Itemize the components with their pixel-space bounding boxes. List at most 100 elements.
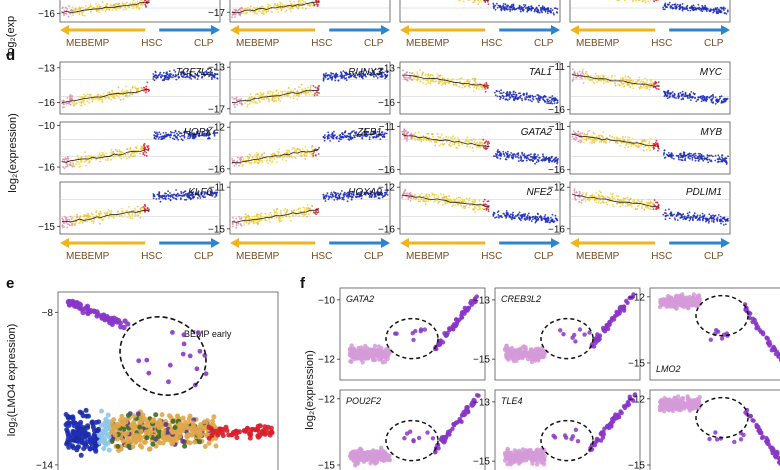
- point: [498, 6, 501, 8]
- point: [134, 209, 137, 211]
- point: [233, 106, 236, 109]
- point: [118, 97, 121, 99]
- point: [89, 215, 91, 218]
- point: [71, 216, 74, 219]
- point: [68, 219, 71, 221]
- point: [133, 149, 135, 152]
- point: [485, 207, 488, 210]
- point: [429, 80, 432, 82]
- point: [410, 138, 413, 140]
- point: [647, 0, 649, 3]
- point: [267, 92, 269, 95]
- point: [534, 95, 536, 98]
- point: [304, 1, 307, 3]
- point: [687, 9, 689, 12]
- point: [312, 154, 315, 157]
- point: [280, 219, 283, 222]
- point: [427, 139, 430, 141]
- point: [110, 98, 112, 101]
- point: [412, 136, 414, 139]
- point: [300, 152, 303, 155]
- point: [197, 75, 200, 78]
- point: [264, 212, 267, 215]
- point: [66, 97, 69, 99]
- point: [322, 73, 325, 76]
- point: [420, 140, 423, 143]
- point: [78, 101, 81, 103]
- point: [130, 93, 132, 95]
- point: [288, 156, 291, 158]
- point: [108, 97, 111, 100]
- point: [126, 216, 129, 219]
- point: [265, 160, 268, 163]
- gene-label: TCF7L2: [176, 67, 213, 78]
- point: [285, 211, 288, 213]
- point: [176, 195, 178, 198]
- point: [137, 214, 140, 217]
- point: [549, 102, 552, 105]
- point: [304, 87, 307, 90]
- point: [239, 7, 241, 10]
- point: [139, 149, 142, 151]
- point: [433, 194, 436, 197]
- point: [294, 157, 297, 159]
- point: [117, 86, 120, 89]
- axis-label-hsc: HSC: [651, 38, 672, 49]
- point: [536, 10, 539, 13]
- point: [239, 14, 242, 16]
- point: [65, 221, 68, 224]
- point: [276, 207, 279, 210]
- point: [274, 211, 277, 213]
- point: [173, 69, 176, 71]
- point: [511, 156, 514, 159]
- point: [701, 10, 704, 13]
- point: [286, 152, 288, 155]
- point: [105, 152, 108, 155]
- y-tick-label: −10: [38, 121, 55, 132]
- point: [121, 2, 124, 5]
- point: [87, 155, 90, 157]
- point: [211, 78, 213, 80]
- point: [168, 74, 171, 76]
- point: [294, 150, 296, 152]
- point: [518, 7, 521, 9]
- point: [213, 74, 216, 77]
- point: [461, 198, 463, 201]
- point: [165, 195, 168, 197]
- point: [284, 207, 287, 210]
- y-tick-label: −13: [208, 63, 225, 74]
- point: [318, 92, 320, 94]
- point: [289, 96, 292, 99]
- point: [148, 0, 150, 1]
- point: [631, 0, 634, 3]
- point: [311, 4, 314, 7]
- point: [328, 74, 331, 77]
- point: [519, 94, 522, 97]
- point: [701, 8, 703, 11]
- point: [716, 12, 718, 15]
- point: [306, 152, 308, 155]
- point: [462, 0, 465, 3]
- point: [474, 0, 476, 1]
- point: [481, 88, 484, 90]
- point: [551, 95, 554, 97]
- point: [461, 84, 464, 86]
- point: [497, 149, 499, 151]
- point: [425, 83, 428, 85]
- point: [553, 13, 555, 16]
- point: [186, 72, 189, 75]
- point: [108, 9, 111, 11]
- point: [689, 9, 692, 12]
- point: [692, 9, 695, 12]
- point: [529, 155, 532, 158]
- y-tick-label: −16: [208, 164, 225, 175]
- point: [496, 151, 499, 154]
- point: [179, 132, 182, 135]
- point: [181, 70, 184, 73]
- point: [297, 86, 300, 88]
- point: [239, 157, 242, 160]
- point: [256, 93, 259, 95]
- point: [167, 194, 170, 197]
- point: [246, 7, 249, 9]
